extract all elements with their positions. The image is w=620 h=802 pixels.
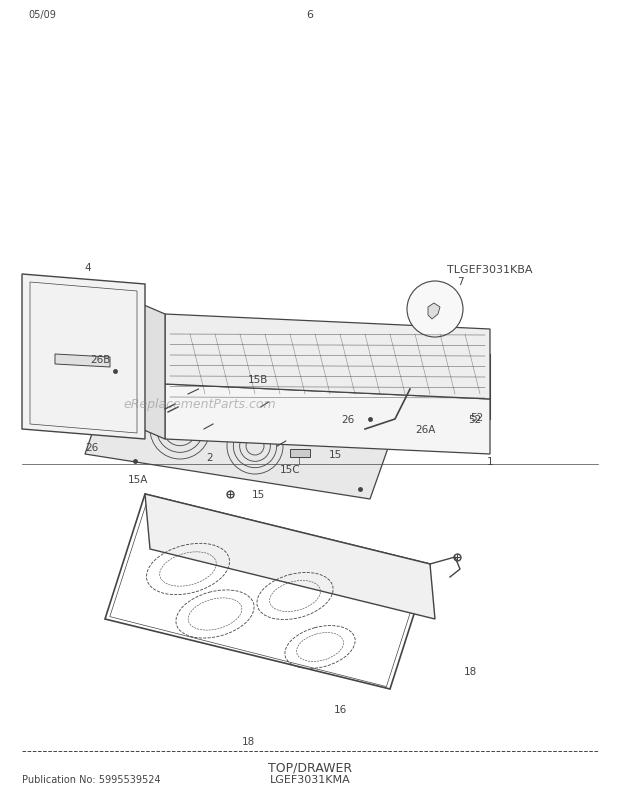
Text: 16: 16 <box>334 704 347 714</box>
Text: 26A: 26A <box>415 424 435 435</box>
Text: Publication No: 5995539524: Publication No: 5995539524 <box>22 774 161 784</box>
Text: 7: 7 <box>457 277 463 286</box>
Text: 26: 26 <box>86 443 99 452</box>
Text: 15C: 15C <box>280 464 300 475</box>
Text: 18: 18 <box>241 736 255 746</box>
Text: 15A: 15A <box>128 475 148 484</box>
Polygon shape <box>290 449 310 457</box>
Text: 6: 6 <box>306 10 314 20</box>
Text: 52: 52 <box>468 415 482 424</box>
Bar <box>435 354 490 419</box>
Text: 2: 2 <box>206 452 213 463</box>
Polygon shape <box>55 354 110 367</box>
Text: 26B: 26B <box>90 354 110 365</box>
Polygon shape <box>82 373 352 435</box>
Text: 1: 1 <box>487 456 494 467</box>
Text: TOP/DRAWER: TOP/DRAWER <box>268 761 352 774</box>
Polygon shape <box>450 378 458 407</box>
Polygon shape <box>145 494 435 619</box>
Polygon shape <box>165 314 490 399</box>
Polygon shape <box>85 350 102 370</box>
Polygon shape <box>395 378 420 395</box>
Text: LGEF3031KMA: LGEF3031KMA <box>270 774 350 784</box>
Polygon shape <box>85 367 400 500</box>
Text: 15B: 15B <box>248 375 268 384</box>
Polygon shape <box>165 384 490 455</box>
Polygon shape <box>22 274 145 439</box>
Text: 26: 26 <box>342 415 355 424</box>
Text: 15: 15 <box>329 449 342 460</box>
Text: 4: 4 <box>85 263 91 273</box>
Text: 05/09: 05/09 <box>28 10 56 20</box>
Polygon shape <box>130 300 165 439</box>
Text: 15: 15 <box>251 489 265 500</box>
Text: eReplacementParts.com: eReplacementParts.com <box>123 398 277 411</box>
Text: TLGEF3031KBA: TLGEF3031KBA <box>447 265 533 274</box>
Polygon shape <box>428 304 440 320</box>
Text: 52: 52 <box>471 412 484 423</box>
Text: 18: 18 <box>463 666 477 676</box>
Circle shape <box>407 282 463 338</box>
